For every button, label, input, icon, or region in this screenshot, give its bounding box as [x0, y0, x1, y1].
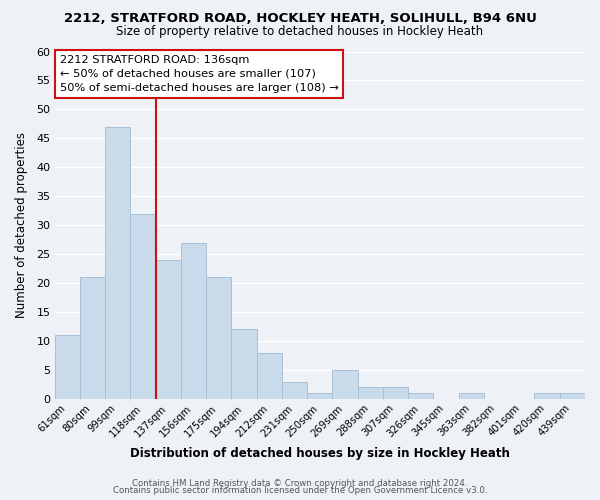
Bar	[408, 393, 433, 399]
Bar	[55, 335, 80, 399]
Bar	[257, 352, 282, 399]
Bar	[383, 388, 408, 399]
Bar	[459, 393, 484, 399]
Bar	[130, 214, 155, 399]
X-axis label: Distribution of detached houses by size in Hockley Heath: Distribution of detached houses by size …	[130, 447, 510, 460]
Bar	[181, 242, 206, 399]
Text: 2212 STRATFORD ROAD: 136sqm
← 50% of detached houses are smaller (107)
50% of se: 2212 STRATFORD ROAD: 136sqm ← 50% of det…	[60, 55, 338, 93]
Bar	[358, 388, 383, 399]
Bar	[282, 382, 307, 399]
Bar	[307, 393, 332, 399]
Bar	[105, 127, 130, 399]
Bar	[80, 278, 105, 399]
Bar	[206, 278, 232, 399]
Text: 2212, STRATFORD ROAD, HOCKLEY HEATH, SOLIHULL, B94 6NU: 2212, STRATFORD ROAD, HOCKLEY HEATH, SOL…	[64, 12, 536, 26]
Text: Size of property relative to detached houses in Hockley Heath: Size of property relative to detached ho…	[116, 25, 484, 38]
Bar	[560, 393, 585, 399]
Text: Contains public sector information licensed under the Open Government Licence v3: Contains public sector information licen…	[113, 486, 487, 495]
Bar	[535, 393, 560, 399]
Text: Contains HM Land Registry data © Crown copyright and database right 2024.: Contains HM Land Registry data © Crown c…	[132, 478, 468, 488]
Bar	[332, 370, 358, 399]
Y-axis label: Number of detached properties: Number of detached properties	[15, 132, 28, 318]
Bar	[155, 260, 181, 399]
Bar	[232, 330, 257, 399]
